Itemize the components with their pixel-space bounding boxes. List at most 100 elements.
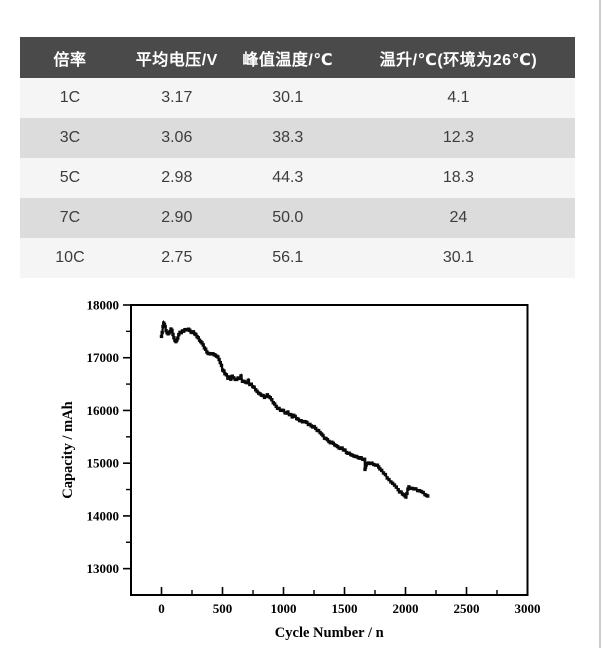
data-point-marker (172, 336, 176, 340)
data-point-marker (162, 322, 167, 327)
data-point-marker (363, 467, 367, 472)
table-cell: 2.90 (119, 198, 234, 238)
data-point-marker (416, 488, 420, 493)
data-point-marker (321, 433, 325, 438)
y-axis-tick-label: 15000 (87, 456, 120, 471)
data-point-marker (191, 330, 196, 334)
x-axis-tick-label: 2000 (393, 601, 419, 616)
data-point-marker (265, 393, 270, 397)
data-point-marker (229, 377, 233, 381)
data-point-marker (385, 476, 389, 480)
data-point-marker (281, 408, 286, 413)
table-cell: 30.1 (233, 78, 342, 118)
data-point-marker (372, 462, 376, 467)
data-point-marker (383, 472, 388, 477)
data-point-marker (201, 343, 205, 347)
data-point-marker (389, 480, 393, 484)
data-point-marker (414, 487, 418, 491)
data-point-marker (314, 426, 318, 431)
table-cell: 12.3 (341, 118, 575, 158)
data-point-marker (194, 332, 198, 337)
table-cell: 5C (20, 158, 120, 198)
data-point-marker (378, 467, 382, 471)
capacity-series-line (160, 319, 429, 500)
table-cell: 18.3 (341, 158, 575, 198)
data-point-marker (224, 373, 229, 377)
data-point-marker (245, 381, 249, 385)
x-axis-tick-label: 500 (213, 601, 233, 616)
data-point-marker (363, 465, 368, 469)
table-cell: 38.3 (233, 118, 342, 158)
table-cell: 56.1 (233, 238, 342, 278)
table-header-cell: 倍率 (20, 37, 120, 78)
x-axis-tick-label: 2500 (454, 601, 480, 616)
x-axis-tick-label: 1000 (271, 601, 297, 616)
table-cell: 4.1 (341, 78, 575, 118)
x-axis-tick-label: 0 (158, 601, 165, 616)
table-cell: 3C (20, 118, 120, 158)
data-point-marker (404, 495, 408, 499)
y-axis-tick-label: 18000 (87, 298, 120, 313)
data-point-marker (179, 331, 183, 335)
data-point-marker (239, 374, 243, 378)
data-point-marker (410, 486, 414, 491)
table-cell: 30.1 (341, 238, 575, 278)
data-point-marker (419, 489, 424, 494)
table-header-cell: 峰值温度/℃ (233, 37, 342, 78)
data-point-marker (273, 402, 277, 406)
data-point-marker (417, 489, 422, 493)
y-axis-tick-label: 13000 (87, 561, 120, 576)
data-point-marker (368, 461, 372, 466)
data-point-marker (170, 328, 174, 333)
table-header: 倍率 平均电压/V 峰值温度/℃ 温升/℃(环境为26℃) (20, 37, 575, 78)
data-point-marker (370, 461, 374, 465)
data-point-marker (261, 393, 265, 398)
data-point-marker (227, 375, 231, 379)
data-point-marker (380, 468, 384, 473)
table-row: 3C 3.06 38.3 12.3 (20, 118, 575, 158)
data-point-marker (219, 363, 224, 368)
data-point-marker (305, 420, 309, 425)
data-point-marker (270, 398, 274, 402)
data-point-marker (249, 382, 253, 386)
data-point-marker (293, 414, 297, 419)
data-point-marker (255, 389, 259, 393)
data-point-marker (160, 330, 164, 335)
data-point-marker (343, 448, 347, 452)
data-point-marker (246, 378, 251, 382)
data-point-marker (237, 376, 242, 381)
table-header-row: 倍率 平均电压/V 峰值温度/℃ 温升/℃(环境为26℃) (20, 37, 575, 78)
table-row: 7C 2.90 50.0 24 (20, 198, 575, 238)
data-point-marker (406, 487, 410, 491)
table-cell: 3.17 (119, 78, 234, 118)
table-row: 5C 2.98 44.3 18.3 (20, 158, 575, 198)
data-point-marker (362, 457, 367, 462)
data-point-marker (161, 324, 165, 329)
x-axis-title: Cycle Number / n (275, 625, 384, 641)
data-point-marker (312, 424, 316, 429)
data-point-marker (426, 494, 430, 498)
y-axis-tick-label: 14000 (87, 508, 120, 523)
data-point-marker (168, 329, 172, 334)
data-point-marker (222, 369, 226, 373)
data-point-marker (373, 463, 378, 467)
data-point-marker (366, 461, 370, 465)
plot-frame (130, 304, 529, 596)
data-point-marker (274, 404, 278, 409)
table-header-cell: 平均电压/V (119, 37, 234, 78)
data-point-marker (175, 338, 179, 342)
data-point-marker (171, 332, 175, 337)
table-row: 1C 3.17 30.1 4.1 (20, 78, 575, 118)
data-point-marker (377, 465, 381, 469)
data-point-marker (268, 396, 272, 400)
data-point-marker (200, 341, 204, 345)
window-right-edge (599, 0, 601, 648)
data-point-marker (412, 487, 416, 491)
table-cell: 50.0 (233, 198, 342, 238)
capacity-series-markers (159, 321, 430, 499)
data-point-marker (396, 488, 400, 492)
data-point-marker (399, 490, 403, 494)
data-point-marker (164, 329, 168, 333)
data-point-marker (391, 481, 395, 485)
